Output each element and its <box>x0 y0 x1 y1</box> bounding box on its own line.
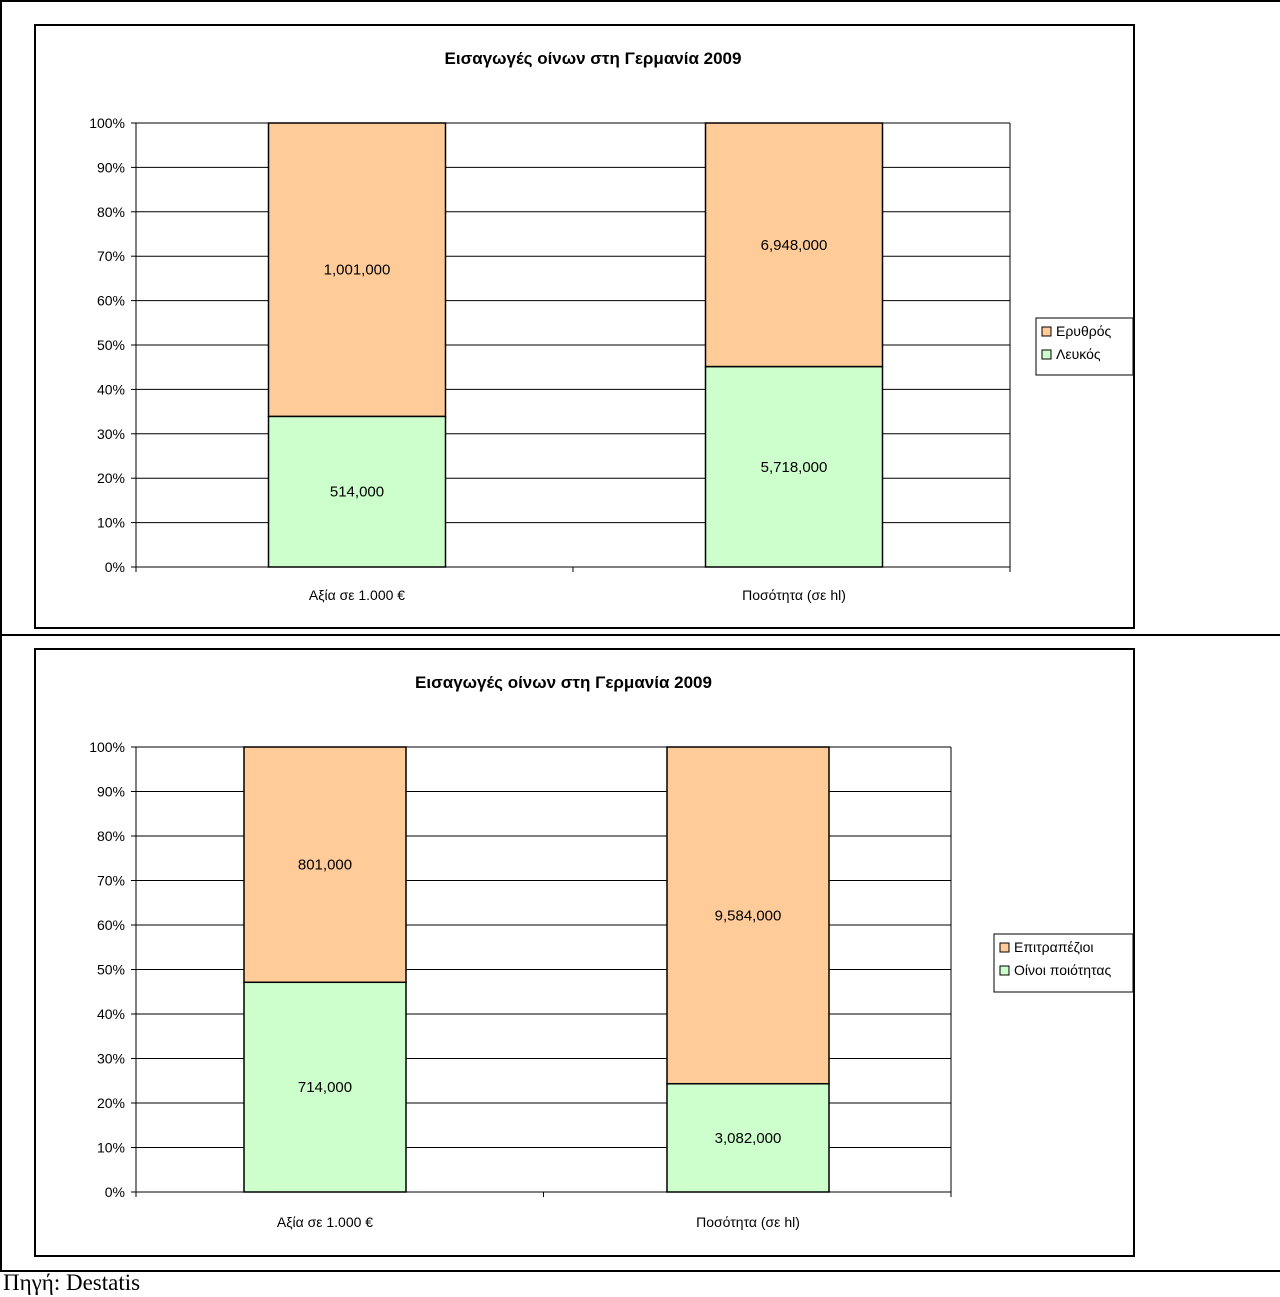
legend-label: Οίνοι ποιότητας <box>1014 962 1111 978</box>
source-note: Πηγή: Destatis <box>3 1270 141 1295</box>
data-label: 6,948,000 <box>761 237 828 254</box>
legend-swatch <box>1041 349 1052 360</box>
legend-label: Ερυθρός <box>1056 323 1111 339</box>
x-category-label: Ποσότητα (σε hl) <box>742 587 846 603</box>
y-tick-label: 20% <box>97 470 125 486</box>
y-tick-label: 60% <box>97 917 125 933</box>
y-tick-label: 80% <box>97 828 125 844</box>
y-tick-label: 100% <box>89 115 125 131</box>
y-tick-label: 50% <box>97 962 125 978</box>
y-tick-label: 30% <box>97 426 125 442</box>
data-label: 9,584,000 <box>715 907 782 924</box>
legend-label: Λευκός <box>1056 346 1101 362</box>
legend-swatch <box>1041 326 1052 337</box>
chart-2: Εισαγωγές οίνων στη Γερμανία 2009 0% 10% 20… <box>89 673 1134 1230</box>
legend-label: Επιτραπέζιοι <box>1014 939 1094 955</box>
y-tick-label: 60% <box>97 293 125 309</box>
bar-segment <box>243 981 407 1193</box>
y-tick-label: 70% <box>97 873 125 889</box>
table-cell-top <box>0 0 1280 636</box>
y-tick-label: 40% <box>97 1006 125 1022</box>
x-category-label: Αξία σε 1.000 € <box>277 1214 373 1230</box>
table-cell-bottom <box>0 635 1280 1272</box>
bar-segment <box>704 122 884 368</box>
data-label: 801,000 <box>298 857 352 874</box>
chart-title: Εισαγωγές οίνων στη Γερμανία 2009 <box>415 673 712 692</box>
chart-1: Εισαγωγές οίνων στη Γερμανία 2009 0% 10% 20… <box>89 49 1134 603</box>
y-tick-label: 30% <box>97 1051 125 1067</box>
bar-segment <box>243 746 407 984</box>
bar-segment <box>704 365 884 568</box>
y-tick-label: 40% <box>97 381 125 397</box>
data-label: 714,000 <box>298 1079 352 1096</box>
data-label: 514,000 <box>330 484 384 501</box>
y-tick-label: 50% <box>97 337 125 353</box>
y-tick-label: 10% <box>97 1140 125 1156</box>
y-tick-label: 0% <box>105 559 125 575</box>
legend-box <box>993 933 1134 993</box>
y-tick-label: 10% <box>97 515 125 531</box>
chart-frame-1: Εισαγωγές οίνων στη Γερμανία 2009 0% 10% 20… <box>34 24 1135 629</box>
y-tick-label: 100% <box>89 739 125 755</box>
y-tick-label: 90% <box>97 784 125 800</box>
data-label: 5,718,000 <box>761 459 828 476</box>
chart-frame-2: Εισαγωγές οίνων στη Γερμανία 2009 0% 10% 20… <box>34 648 1135 1257</box>
chart-title: Εισαγωγές οίνων στη Γερμανία 2009 <box>445 49 742 68</box>
y-tick-label: 80% <box>97 204 125 220</box>
bar-segment <box>267 122 447 418</box>
y-tick-label: 90% <box>97 159 125 175</box>
y-tick-label: 20% <box>97 1095 125 1111</box>
data-label: 3,082,000 <box>715 1130 782 1147</box>
bar-segment <box>267 415 447 568</box>
y-tick-label: 70% <box>97 248 125 264</box>
y-tick-label: 0% <box>105 1184 125 1200</box>
legend-swatch <box>999 942 1010 953</box>
bar-segment <box>666 746 830 1085</box>
data-label: 1,001,000 <box>324 262 391 279</box>
x-category-label: Αξία σε 1.000 € <box>309 587 405 603</box>
legend-swatch <box>999 965 1010 976</box>
x-category-label: Ποσότητα (σε hl) <box>696 1214 800 1230</box>
